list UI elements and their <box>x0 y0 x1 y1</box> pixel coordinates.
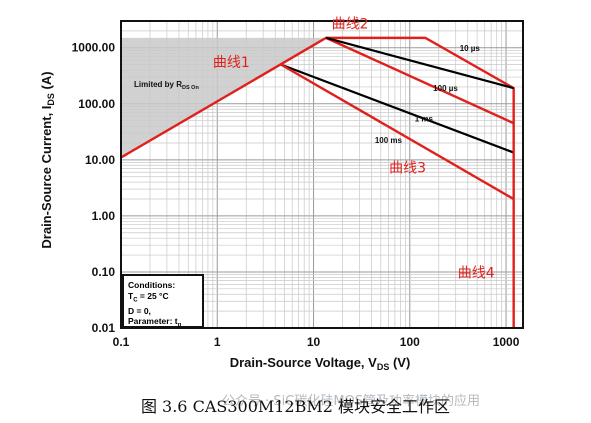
x-axis-unit: (V) <box>393 355 410 370</box>
y-tick-label: 0.10 <box>92 265 116 279</box>
conditions-box: Conditions: TC = 25 °C D = 0, Parameter:… <box>122 274 204 329</box>
y-axis-label-sub: DS <box>46 93 56 106</box>
x-tick-label: 10 <box>307 335 321 349</box>
y-axis-unit: (A) <box>39 71 54 89</box>
y-tick-label: 0.01 <box>92 321 116 335</box>
x-tick-label: 100 <box>400 335 420 349</box>
figure-caption: 图 3.6 CAS300M12BM2 模块安全工作区 <box>140 397 451 416</box>
conditions-param: Parameter: tp <box>128 316 182 329</box>
series-line-2 <box>120 36 515 328</box>
pulse-width-label: 100 ms <box>375 136 403 145</box>
y-tick-label: 1.00 <box>92 209 116 223</box>
series-line-5 <box>325 36 514 90</box>
chart-annotations: 10 µs 100 µs 1 ms 100 ms 曲线1 曲线2 曲线3 曲线4 <box>213 17 495 282</box>
y-axis-title: Drain-Source Current, IDS (A) <box>39 71 56 248</box>
pulse-width-label: 100 µs <box>433 84 458 93</box>
pulse-width-label: 1 ms <box>415 115 434 124</box>
pulse-width-label: 10 µs <box>460 44 481 53</box>
series-line-4 <box>280 63 515 201</box>
y-tick-label: 1000.00 <box>72 41 116 55</box>
conditions-tc: TC = 25 °C <box>128 290 169 304</box>
series-line-1 <box>280 63 515 154</box>
chart-series <box>120 36 515 328</box>
curve-label: 曲线1 <box>213 55 250 71</box>
curve-label: 曲线2 <box>332 17 369 33</box>
curve-label: 曲线3 <box>389 160 426 176</box>
x-axis-title: Drain-Source Voltage, VDS (V) <box>230 355 411 372</box>
conditions-title: Conditions: <box>128 280 176 290</box>
curve-label: 曲线4 <box>458 265 495 281</box>
x-tick-label: 1000 <box>493 335 520 349</box>
rds-label-text: Limited by R <box>134 80 182 89</box>
plot-frame <box>120 20 524 329</box>
y-tick-label: 10.00 <box>85 153 115 167</box>
y-tick-label: 100.00 <box>78 97 115 111</box>
x-axis-label: Drain-Source Voltage, V <box>230 355 377 370</box>
rds-region-label: Limited by RDS On <box>134 80 199 91</box>
watermark: 公众号 · SiC碳化硅MOS管及功率模块的应用 <box>222 394 481 409</box>
series-line-3 <box>325 36 515 125</box>
x-tick-label: 0.1 <box>113 335 130 349</box>
x-tick-label: 1 <box>214 335 221 349</box>
axis-ticks: 0.1 1 10 100 1000 1000.00 100.00 10.00 1.00 0.10 0… <box>72 41 520 349</box>
y-axis-label: Drain-Source Current, I <box>39 106 54 249</box>
x-axis-label-sub: DS <box>377 362 390 372</box>
conditions-duty: D = 0, <box>128 305 151 316</box>
rds-label-sub: DS On <box>182 85 199 91</box>
